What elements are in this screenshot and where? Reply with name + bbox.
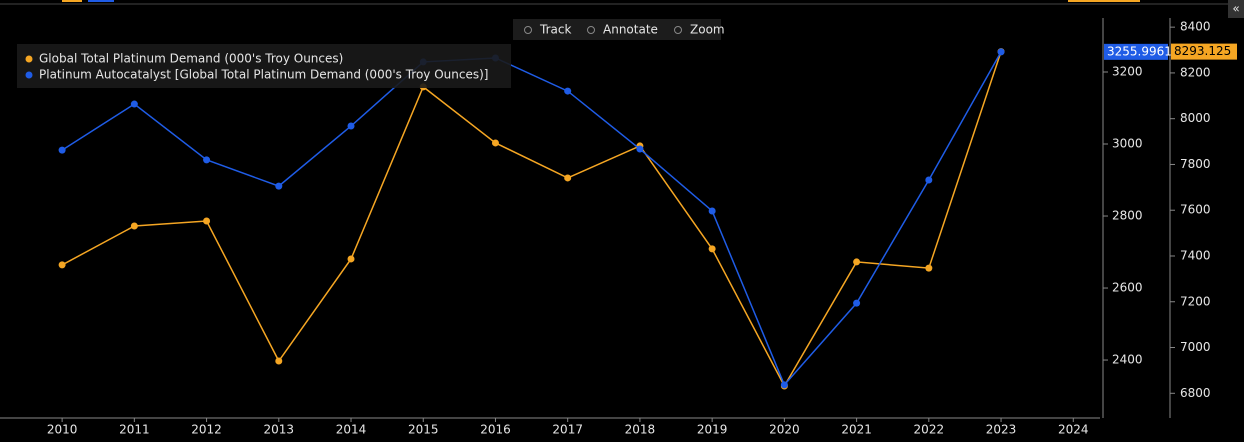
data-point <box>130 100 138 108</box>
data-point <box>491 139 499 147</box>
data-point <box>636 145 644 153</box>
x-tick-label: 2010 <box>47 423 78 437</box>
legend-marker <box>25 55 33 63</box>
data-point <box>203 156 211 164</box>
last-value-box <box>1104 43 1168 60</box>
x-tick-label: 2011 <box>119 423 150 437</box>
data-point <box>997 48 1005 56</box>
data-point <box>58 146 66 154</box>
data-point <box>130 222 138 230</box>
y2-tick-label: 7000 <box>1180 340 1211 354</box>
series-line <box>61 51 1002 387</box>
last-value-label: 8293.125 <box>1174 44 1231 58</box>
data-point <box>708 245 716 253</box>
last-value-box <box>1171 43 1237 60</box>
data-point <box>925 176 933 184</box>
y2-tick-label: 7800 <box>1180 157 1211 171</box>
y-tick-label: 3000 <box>1112 137 1143 151</box>
x-tick-label: 2022 <box>914 423 945 437</box>
x-tick-label: 2012 <box>191 423 222 437</box>
x-tick-label: 2015 <box>408 423 439 437</box>
toolbar: Track Annotate Zoom <box>513 19 725 40</box>
legend-label: Global Total Platinum Demand (000's Troy… <box>39 52 343 66</box>
y2-tick-label: 8000 <box>1180 111 1211 125</box>
data-point <box>58 261 66 269</box>
data-point <box>275 357 283 365</box>
data-point <box>853 299 861 307</box>
tab-marker <box>62 0 82 2</box>
y-tick-label: 2400 <box>1112 353 1143 367</box>
x-tick-label: 2019 <box>697 423 728 437</box>
toolbar-button[interactable]: Zoom <box>690 23 725 37</box>
data-point <box>780 381 788 389</box>
toolbar-icon <box>674 26 682 34</box>
x-tick-label: 2017 <box>552 423 583 437</box>
toolbar-icon <box>587 26 595 34</box>
x-tick-label: 2024 <box>1058 423 1089 437</box>
y2-tick-label: 8400 <box>1180 20 1211 34</box>
data-point <box>564 174 572 182</box>
data-point <box>564 87 572 95</box>
series-line <box>61 51 1002 388</box>
x-tick-label: 2013 <box>264 423 295 437</box>
legend-label: Platinum Autocatalyst [Global Total Plat… <box>39 68 488 82</box>
y2-tick-label: 6800 <box>1180 386 1211 400</box>
x-tick-label: 2018 <box>625 423 656 437</box>
last-value-label: 3255.9961 <box>1107 44 1172 58</box>
y-tick-label: 2600 <box>1112 281 1143 295</box>
y-tick-label: 2800 <box>1112 209 1143 223</box>
tab-marker <box>88 0 114 2</box>
x-tick-label: 2016 <box>480 423 511 437</box>
x-tick-label: 2021 <box>841 423 872 437</box>
x-tick-label: 2020 <box>769 423 800 437</box>
y2-tick-label: 8200 <box>1180 65 1211 79</box>
y2-tick-label: 7600 <box>1180 203 1211 217</box>
data-point <box>708 207 716 215</box>
y2-tick-label: 7400 <box>1180 248 1211 262</box>
y2-tick-label: 7200 <box>1180 294 1211 308</box>
toolbar-bg <box>513 19 721 40</box>
x-tick-label: 2014 <box>336 423 367 437</box>
x-tick-label: 2023 <box>986 423 1017 437</box>
toolbar-button[interactable]: Annotate <box>603 23 658 37</box>
data-point <box>203 217 211 225</box>
data-point <box>925 264 933 272</box>
data-point <box>275 182 283 190</box>
toolbar-icon <box>524 26 532 34</box>
toolbar-button[interactable]: Track <box>539 23 571 37</box>
collapse-icon[interactable]: « <box>1232 2 1239 16</box>
data-point <box>347 255 355 263</box>
data-point <box>853 258 861 266</box>
legend-marker <box>25 71 33 79</box>
y-tick-label: 3200 <box>1112 65 1143 79</box>
data-point <box>347 122 355 130</box>
legend-bg <box>17 44 511 88</box>
tab-marker <box>1068 0 1140 2</box>
collapse-button[interactable] <box>1228 0 1244 18</box>
